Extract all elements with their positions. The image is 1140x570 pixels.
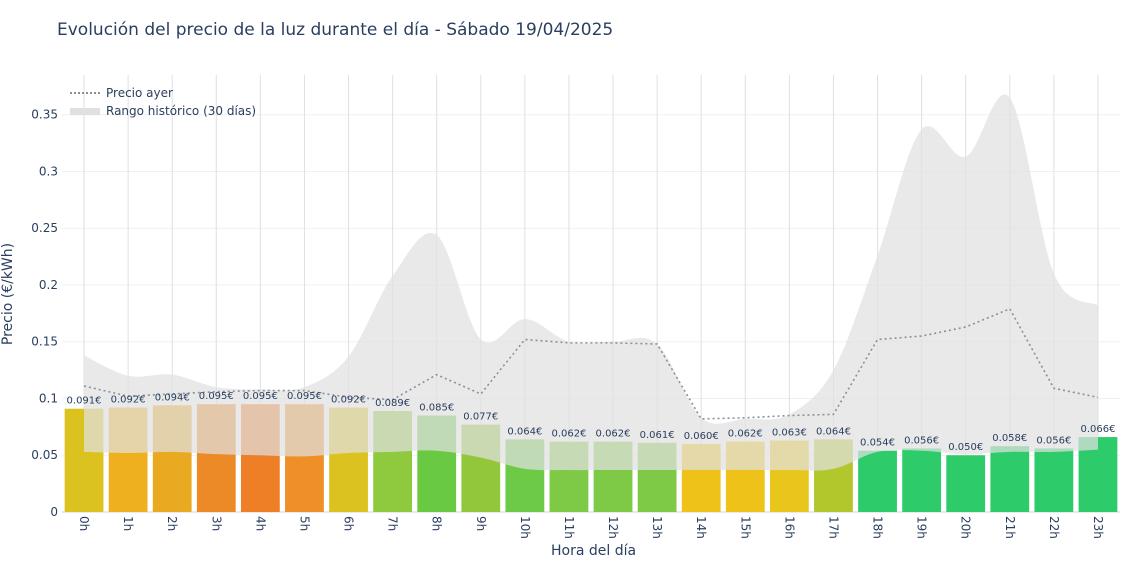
- y-tick-label: 0.2: [39, 278, 58, 292]
- chart-title: Evolución del precio de la luz durante e…: [57, 20, 614, 40]
- yesterday-price-line: [83, 307, 1099, 420]
- x-tick-label: 0h: [77, 516, 91, 531]
- legend: Precio ayer Rango histórico (30 días): [70, 84, 256, 120]
- bar-value-label: 0.058€: [992, 433, 1027, 444]
- y-tick-label: 0.15: [31, 335, 58, 349]
- x-tick-label: 8h: [430, 516, 444, 531]
- x-tick-label: 18h: [871, 516, 885, 539]
- x-tick-label: 4h: [253, 516, 267, 531]
- bar-value-label: 0.089€: [375, 398, 410, 409]
- x-tick-label: 10h: [518, 516, 532, 539]
- x-tick-label: 14h: [694, 516, 708, 539]
- x-tick-label: 6h: [342, 516, 356, 531]
- legend-label-historical-range: Rango histórico (30 días): [106, 104, 257, 118]
- x-tick-label: 19h: [915, 516, 929, 539]
- bar-value-label: 0.095€: [199, 391, 234, 402]
- y-tick-label: 0.05: [31, 448, 58, 462]
- bar-value-label: 0.095€: [243, 391, 278, 402]
- price-bar: [990, 446, 1030, 512]
- x-tick-label: 1h: [121, 516, 135, 531]
- x-tick-label: 2h: [165, 516, 179, 531]
- x-axis-label: Hora del día: [551, 543, 637, 559]
- bar-value-label: 0.056€: [1036, 435, 1071, 446]
- bar-value-label: 0.092€: [111, 395, 146, 406]
- bar-value-label: 0.066€: [1080, 424, 1115, 435]
- x-tick-label: 3h: [209, 516, 223, 531]
- price-bar: [858, 450, 897, 512]
- x-tick-label: 23h: [1091, 516, 1105, 539]
- x-tick-label: 12h: [606, 516, 620, 539]
- legend-band-swatch: [70, 107, 100, 115]
- bar-value-label: 0.092€: [331, 395, 366, 406]
- x-tick-label: 16h: [782, 516, 796, 539]
- x-tick-label: 11h: [562, 516, 576, 539]
- x-tick-label: 21h: [1003, 516, 1017, 539]
- y-tick-label: 0.1: [39, 391, 58, 405]
- y-tick-label: 0.3: [39, 164, 58, 178]
- legend-item-historical-range[interactable]: Rango histórico (30 días): [70, 102, 256, 120]
- bar-value-label: 0.054€: [860, 438, 895, 449]
- bar-value-label: 0.091€: [67, 396, 102, 407]
- y-axis-label: Precio (€/kWh): [0, 242, 16, 346]
- bar-value-label: 0.050€: [948, 442, 983, 453]
- x-tick-label: 9h: [474, 516, 488, 531]
- y-tick-label: 0.35: [31, 108, 58, 122]
- bar-value-label: 0.063€: [772, 427, 807, 438]
- historical-range-band: [84, 94, 1098, 471]
- bar-value-label: 0.095€: [287, 391, 322, 402]
- price-bar: [1034, 448, 1074, 512]
- x-tick-label: 22h: [1047, 516, 1061, 539]
- bar-value-label: 0.062€: [596, 429, 631, 440]
- y-tick-label: 0.25: [31, 221, 58, 235]
- price-bar: [946, 455, 986, 512]
- x-tick-label: 20h: [959, 516, 973, 539]
- bar-value-label: 0.064€: [507, 426, 542, 437]
- bar-value-label: 0.094€: [155, 392, 190, 403]
- price-bar: [902, 448, 942, 512]
- bar-value-label: 0.062€: [551, 429, 586, 440]
- legend-dotted-line-swatch: [70, 92, 100, 94]
- y-tick-label: 0: [50, 505, 58, 519]
- bar-value-label: 0.064€: [816, 426, 851, 437]
- legend-item-yesterday[interactable]: Precio ayer: [70, 84, 256, 102]
- bar-value-label: 0.060€: [684, 431, 719, 442]
- x-tick-label: 17h: [826, 516, 840, 539]
- x-tick-label: 13h: [650, 516, 664, 539]
- bar-value-label: 0.077€: [463, 412, 498, 423]
- bar-value-label: 0.062€: [728, 429, 763, 440]
- x-tick-label: 7h: [386, 516, 400, 531]
- bar-value-label: 0.061€: [640, 430, 675, 441]
- bar-value-label: 0.085€: [419, 403, 454, 414]
- x-tick-label: 5h: [297, 516, 311, 531]
- bar-value-label: 0.056€: [904, 435, 939, 446]
- legend-label-yesterday: Precio ayer: [106, 86, 173, 100]
- x-tick-label: 15h: [738, 516, 752, 539]
